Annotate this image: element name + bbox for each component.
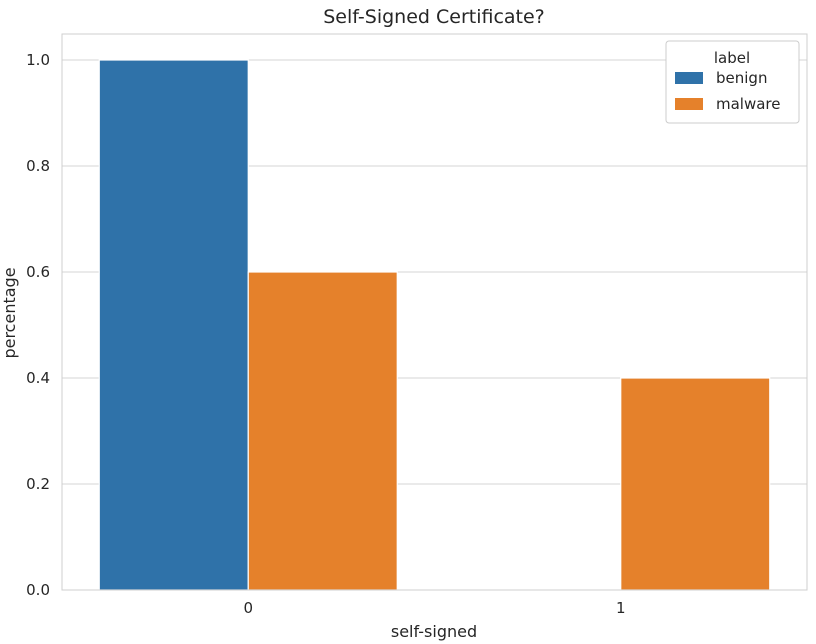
y-tick-label: 1.0 bbox=[26, 51, 50, 69]
x-tick-label: 1 bbox=[616, 599, 626, 617]
plot-frame bbox=[61, 33, 808, 591]
legend-swatch-benign bbox=[675, 72, 703, 84]
y-tick-label: 0.0 bbox=[26, 581, 50, 599]
legend-swatch-malware bbox=[675, 98, 703, 110]
legend: label benign malware bbox=[665, 40, 800, 124]
legend-items: benign malware bbox=[675, 69, 781, 113]
chart-title: Self-Signed Certificate? bbox=[323, 6, 545, 28]
y-tick-label: 0.4 bbox=[26, 369, 50, 387]
y-tick-label: 0.2 bbox=[26, 475, 50, 493]
bar-malware-1 bbox=[620, 377, 771, 591]
y-axis-label: percentage bbox=[0, 267, 19, 358]
legend-label-benign: benign bbox=[716, 69, 767, 87]
y-tick-label: 0.6 bbox=[26, 263, 50, 281]
x-axis-label: self-signed bbox=[391, 622, 477, 641]
y-tick-labels: 0.0 0.2 0.4 0.6 0.8 1.0 bbox=[26, 51, 50, 599]
y-tick-label: 0.8 bbox=[26, 157, 50, 175]
x-tick-label: 0 bbox=[243, 599, 253, 617]
bars bbox=[98, 59, 771, 591]
legend-label-malware: malware bbox=[716, 95, 781, 113]
bar-malware-0 bbox=[247, 271, 398, 591]
bar-benign-0 bbox=[98, 59, 249, 591]
legend-title: label bbox=[714, 49, 750, 67]
